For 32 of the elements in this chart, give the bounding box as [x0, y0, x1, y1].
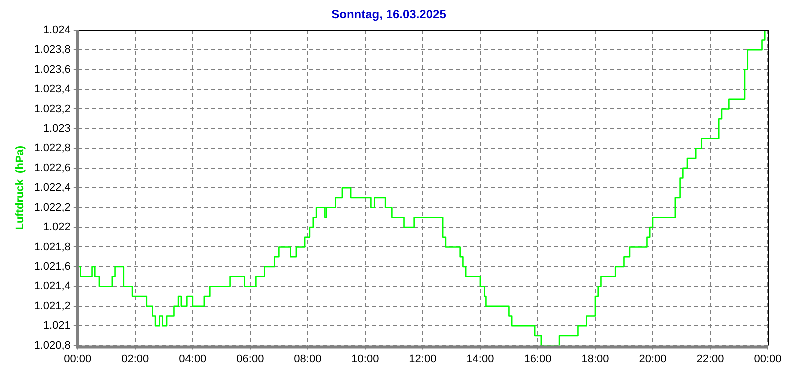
- x-tick-label: 18:00: [582, 353, 610, 366]
- y-tick-label: 1.023,2: [34, 103, 71, 116]
- x-tick-label: 08:00: [294, 353, 322, 366]
- y-tick-label: 1.021,8: [34, 241, 71, 254]
- x-tick-label: 20:00: [639, 353, 667, 366]
- x-tick-label: 00:00: [64, 353, 92, 366]
- y-tick-label: 1.022,2: [34, 202, 71, 214]
- y-tick-label: 1.023,8: [34, 44, 71, 56]
- y-tick-label: 1.022,8: [34, 142, 71, 155]
- x-tick-label: 10:00: [352, 353, 380, 366]
- x-tick-label: 12:00: [409, 353, 437, 366]
- x-tick-label: 02:00: [122, 353, 150, 366]
- x-tick-label: 16:00: [524, 353, 552, 366]
- x-tick-label: 00:00: [754, 353, 782, 366]
- x-tick-label: 06:00: [236, 353, 264, 366]
- y-tick-label: 1.021: [43, 320, 71, 332]
- y-tick-label: 1.020,8: [34, 340, 71, 352]
- y-tick-label: 1.023,4: [34, 84, 71, 96]
- y-tick-label: 1.022,4: [34, 182, 71, 194]
- y-tick-label: 1.023: [43, 122, 71, 135]
- y-tick-label: 1.021,2: [34, 300, 71, 312]
- y-tick-label: 1.021,6: [34, 260, 71, 273]
- y-axis-title: Luftdruck (hPa): [14, 146, 27, 230]
- x-tick-label: 04:00: [179, 353, 207, 366]
- y-tick-label: 1.023,6: [34, 64, 71, 76]
- y-tick-label: 1.024: [43, 24, 71, 36]
- chart-title: Sonntag, 16.03.2025: [332, 8, 447, 22]
- y-tick-label: 1.021,4: [34, 280, 71, 293]
- x-tick-label: 22:00: [696, 353, 724, 366]
- y-tick-label: 1.022,6: [34, 162, 71, 174]
- y-tick-label: 1.022: [43, 222, 71, 234]
- x-tick-label: 14:00: [466, 353, 494, 366]
